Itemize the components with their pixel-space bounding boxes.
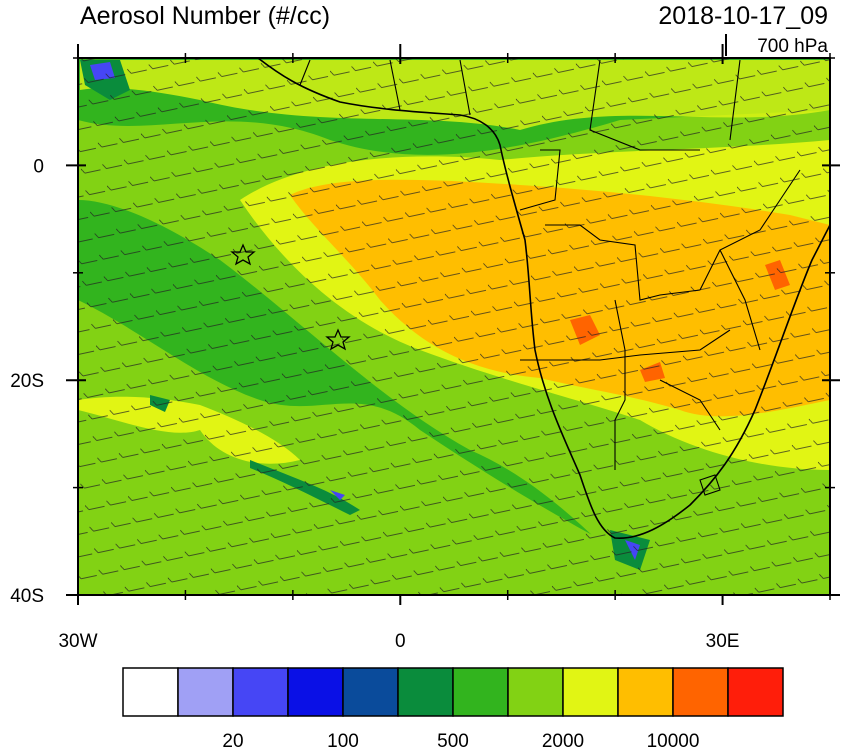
colorbar-box	[122, 667, 179, 717]
map-title: Aerosol Number (#/cc)	[80, 2, 330, 30]
colorbar-label: 500	[437, 731, 469, 750]
colorbar-box	[672, 667, 729, 717]
colorbar-label: 10000	[647, 731, 700, 750]
colorbar-box	[232, 667, 289, 717]
colorbar-box	[562, 667, 619, 717]
site-marker	[230, 243, 351, 351]
wind-barbs	[78, 58, 830, 595]
y-tick-label: 40S	[10, 586, 44, 607]
colorbar-label: 100	[327, 731, 359, 750]
colorbar-box	[507, 667, 564, 717]
map-date: 2018-10-17_09	[658, 2, 828, 30]
borders	[299, 59, 801, 496]
y-tick-label: 0	[33, 156, 44, 177]
colorbar-box	[287, 667, 344, 717]
colorbar-box	[397, 667, 454, 717]
colorbar-box	[452, 667, 509, 717]
x-tick-label: 0	[395, 631, 406, 652]
coastline	[257, 58, 830, 539]
colorbar-label: 20	[222, 731, 243, 750]
colorbar-label: 2000	[542, 731, 584, 750]
map-frame	[77, 57, 831, 596]
x-tick-label: 30E	[706, 631, 740, 652]
colorbar-box	[617, 667, 674, 717]
map-level: 700 hPa	[757, 36, 828, 57]
map-field	[78, 58, 830, 595]
colorbar-box	[727, 667, 784, 717]
x-tick-label: 30W	[58, 631, 97, 652]
colorbar-box	[177, 667, 234, 717]
colorbar-box	[342, 667, 399, 717]
y-tick-label: 20S	[10, 371, 44, 392]
